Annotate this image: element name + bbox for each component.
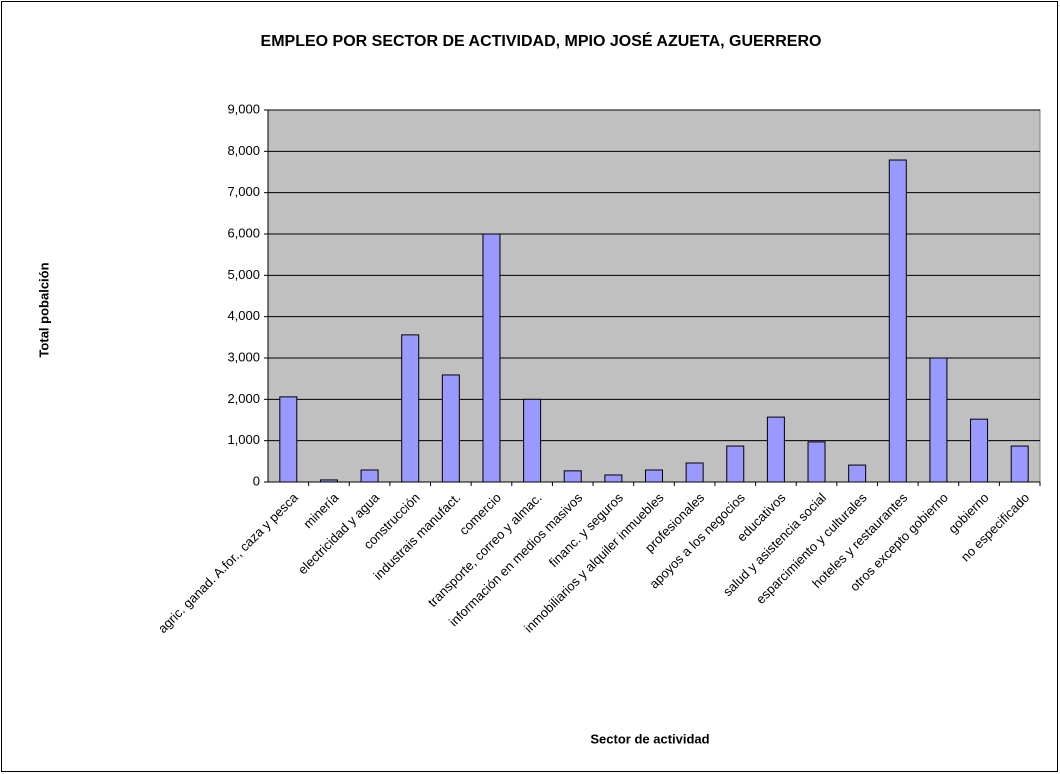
y-tick-label: 3,000 [227,349,260,364]
y-tick-label: 4,000 [227,308,260,323]
bar [970,418,989,483]
bar [319,479,338,483]
bar [482,233,501,483]
bar [360,469,379,483]
y-tick-label: 0 [253,473,260,488]
y-tick-label: 7,000 [227,184,260,199]
bar [401,334,420,483]
bar [929,357,948,483]
x-axis-title: Sector de actividad [590,731,709,746]
bar [279,396,298,483]
bar [848,464,867,483]
y-tick-label: 9,000 [227,101,260,116]
bar [441,374,460,483]
bar [563,470,582,483]
bar [766,416,785,483]
bar [1010,445,1029,483]
y-tick-label: 1,000 [227,432,260,447]
bar [807,441,826,483]
chart-title: EMPLEO POR SECTOR DE ACTIVIDAD, MPIO JOS… [261,31,822,50]
y-axis-title: Total pobalción [36,262,51,357]
bar [685,462,704,483]
bar [645,469,663,483]
y-tick-label: 2,000 [227,391,260,406]
y-tick-label: 6,000 [227,225,260,240]
y-tick-label: 5,000 [227,267,260,282]
bar [523,398,542,483]
bar [726,445,745,483]
bar [604,474,623,483]
bar [888,159,907,483]
y-tick-label: 8,000 [227,143,260,158]
plot-area [267,109,1041,483]
